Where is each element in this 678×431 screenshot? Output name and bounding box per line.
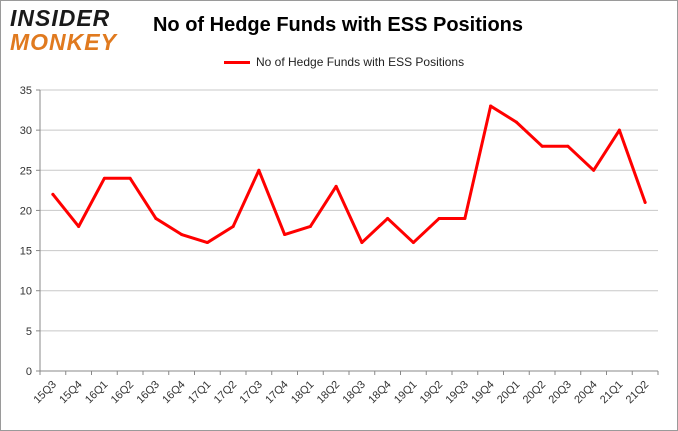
x-tick-label: 15Q4 — [57, 379, 85, 407]
x-tick-label: 16Q1 — [83, 379, 111, 407]
x-tick-label: 15Q3 — [31, 379, 59, 407]
y-tick-label: 20 — [20, 205, 32, 217]
series-line — [51, 104, 647, 245]
data-point — [180, 233, 184, 237]
x-tick-label: 17Q3 — [237, 379, 265, 407]
x-tick-label: 20Q2 — [521, 379, 549, 407]
chart-legend: No of Hedge Funds with ESS Positions — [224, 55, 464, 69]
x-tick-label: 17Q1 — [186, 379, 214, 407]
y-tick-label: 35 — [20, 85, 32, 97]
series-layer — [51, 104, 647, 245]
logo-line2: MONKEY — [10, 29, 117, 55]
x-tick-label: 20Q1 — [495, 379, 523, 407]
data-point — [102, 176, 106, 180]
data-point — [617, 128, 621, 132]
insider-monkey-logo: INSIDER MONKEY — [10, 6, 128, 54]
data-point — [308, 224, 312, 228]
y-tick-label: 0 — [26, 366, 32, 378]
data-point — [437, 216, 441, 220]
legend-swatch — [224, 60, 250, 64]
x-tick-label: 16Q4 — [160, 379, 188, 407]
x-tick-label: 17Q2 — [212, 379, 240, 407]
x-tick-label: 21Q2 — [624, 379, 652, 407]
data-point — [360, 241, 364, 245]
data-point — [231, 224, 235, 228]
y-tick-label: 5 — [26, 326, 32, 338]
x-tick-label: 18Q1 — [289, 379, 317, 407]
x-tick-label: 18Q2 — [315, 379, 343, 407]
legend-label: No of Hedge Funds with ESS Positions — [256, 55, 465, 69]
gridlines — [40, 89, 658, 332]
x-tick-labels: 15Q315Q416Q116Q216Q316Q417Q117Q217Q317Q4… — [31, 379, 651, 407]
data-point — [643, 200, 647, 204]
x-tick-label: 19Q1 — [392, 379, 420, 407]
x-tick-label: 18Q3 — [340, 379, 368, 407]
data-point — [205, 241, 209, 245]
data-point — [386, 216, 390, 220]
x-tick-label: 20Q3 — [546, 379, 574, 407]
y-tick-label: 15 — [20, 246, 32, 258]
x-tick-label: 19Q2 — [418, 379, 446, 407]
data-point — [77, 224, 81, 228]
axes — [36, 89, 659, 375]
x-tick-label: 16Q3 — [134, 379, 162, 407]
data-point — [334, 184, 338, 188]
x-tick-label: 19Q3 — [443, 379, 471, 407]
data-point — [283, 233, 287, 237]
y-tick-label: 30 — [20, 125, 32, 137]
logo-line1: INSIDER — [10, 5, 111, 31]
data-point — [540, 144, 544, 148]
data-point — [128, 176, 132, 180]
y-tick-label: 25 — [20, 165, 32, 177]
x-tick-label: 16Q2 — [109, 379, 137, 407]
data-point — [463, 216, 467, 220]
data-point — [489, 104, 493, 108]
x-tick-label: 18Q4 — [366, 379, 394, 407]
data-point — [51, 192, 55, 196]
x-tick-label: 19Q4 — [469, 379, 497, 407]
data-point — [257, 168, 261, 172]
chart-title: No of Hedge Funds with ESS Positions — [152, 14, 523, 36]
data-point — [592, 168, 596, 172]
data-point — [566, 144, 570, 148]
y-tick-labels: 0 5 10 15 20 25 30 35 — [20, 85, 32, 378]
data-point — [411, 241, 415, 245]
x-tick-label: 21Q1 — [598, 379, 626, 407]
x-tick-label: 20Q4 — [572, 379, 600, 407]
data-point — [514, 120, 518, 124]
y-tick-label: 10 — [20, 286, 32, 298]
data-point — [154, 216, 158, 220]
x-tick-label: 17Q4 — [263, 379, 291, 407]
